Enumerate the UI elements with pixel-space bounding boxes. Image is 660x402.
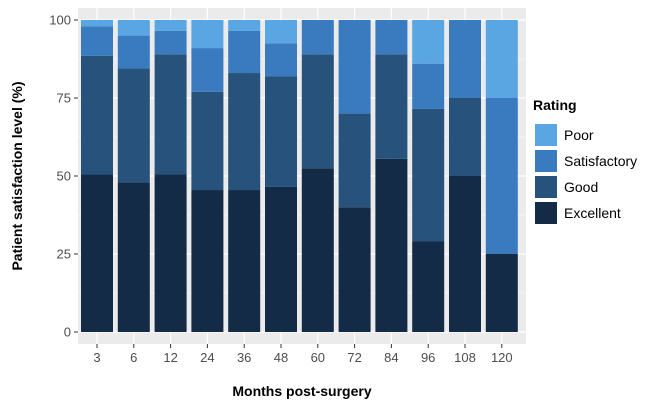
bar-segment-excellent (265, 186, 297, 332)
bar-segment-excellent (228, 190, 261, 332)
bar-segment-excellent (449, 176, 481, 332)
legend-label-excellent: Excellent (564, 205, 621, 221)
y-tick-label: 25 (57, 247, 71, 262)
x-tick-label: 48 (274, 350, 288, 365)
x-tick-label: 108 (454, 350, 476, 365)
bar-segment-satisfactory (81, 26, 113, 56)
bar-segment-good (338, 113, 371, 208)
y-tick-label: 100 (49, 13, 71, 28)
bar-segment-poor (412, 20, 445, 64)
bar-segment-excellent (412, 241, 445, 332)
bar-segment-poor (265, 20, 297, 44)
bar-segment-satisfactory (485, 98, 518, 254)
bar-segment-satisfactory (412, 63, 445, 109)
x-tick-label: 60 (311, 350, 325, 365)
x-tick-label: 84 (384, 350, 398, 365)
bar-segment-satisfactory (265, 43, 297, 77)
bar-segment-poor (485, 20, 518, 98)
bar-segment-excellent (191, 190, 224, 332)
bar-segment-poor (117, 20, 150, 36)
bar-segment-good (412, 108, 445, 242)
bar-segment-good (265, 76, 297, 187)
bar-segment-good (228, 73, 261, 191)
bar-segment-satisfactory (228, 30, 261, 74)
x-tick-label: 36 (237, 350, 251, 365)
legend: Rating Poor Satisfactory Good Excellent (533, 97, 637, 224)
bar-segment-good (301, 54, 334, 169)
bar-segment-good (81, 55, 113, 175)
bar-segment-excellent (154, 174, 187, 332)
x-tick-label: 12 (163, 350, 177, 365)
x-tick-label: 120 (491, 350, 513, 365)
bar-segment-satisfactory (301, 20, 334, 55)
bar-segment-good (117, 68, 150, 183)
bar-segment-satisfactory (191, 48, 224, 92)
bar-segment-excellent (338, 207, 371, 332)
x-tick-label: 6 (130, 350, 137, 365)
legend-label-poor: Poor (564, 127, 594, 143)
legend-key-satisfactory (535, 150, 557, 172)
bar-segment-excellent (301, 168, 334, 332)
y-axis-title: Patient satisfaction level (%) (9, 81, 25, 270)
x-axis-ticks: 3 6 12 24 36 48 60 72 84 96 108 120 (93, 344, 513, 365)
bar-segment-good (191, 91, 224, 191)
bar-segment-poor (228, 20, 261, 31)
x-tick-label: 72 (347, 350, 361, 365)
legend-key-excellent (535, 202, 557, 224)
x-tick-label: 96 (421, 350, 435, 365)
bar-segment-excellent (485, 254, 518, 332)
y-tick-label: 50 (57, 169, 71, 184)
bar-segment-poor (154, 20, 187, 31)
y-axis-ticks: 0 25 50 75 100 (49, 13, 78, 340)
x-tick-label: 24 (200, 350, 214, 365)
legend-label-good: Good (564, 179, 598, 195)
bar-segment-good (375, 54, 408, 159)
legend-title: Rating (533, 97, 577, 113)
bar-segment-satisfactory (375, 20, 408, 55)
bar-segment-satisfactory (449, 20, 481, 98)
y-tick-label: 0 (64, 325, 71, 340)
bar-segment-good (449, 98, 481, 176)
bar-segment-poor (81, 20, 113, 27)
bar-segment-satisfactory (338, 20, 371, 114)
x-tick-label: 3 (93, 350, 100, 365)
legend-label-satisfactory: Satisfactory (564, 153, 637, 169)
bar-segment-excellent (81, 174, 113, 332)
bar-segment-excellent (375, 158, 408, 332)
legend-key-poor (535, 124, 557, 146)
x-axis-title: Months post-surgery (232, 383, 371, 399)
y-tick-label: 75 (57, 91, 71, 106)
bar-segment-excellent (117, 182, 150, 332)
bar-segment-satisfactory (154, 30, 187, 55)
legend-key-good (535, 176, 557, 198)
bar-segment-poor (191, 20, 224, 49)
bars (81, 20, 518, 332)
bar-segment-good (154, 54, 187, 175)
bar-segment-satisfactory (117, 35, 150, 69)
